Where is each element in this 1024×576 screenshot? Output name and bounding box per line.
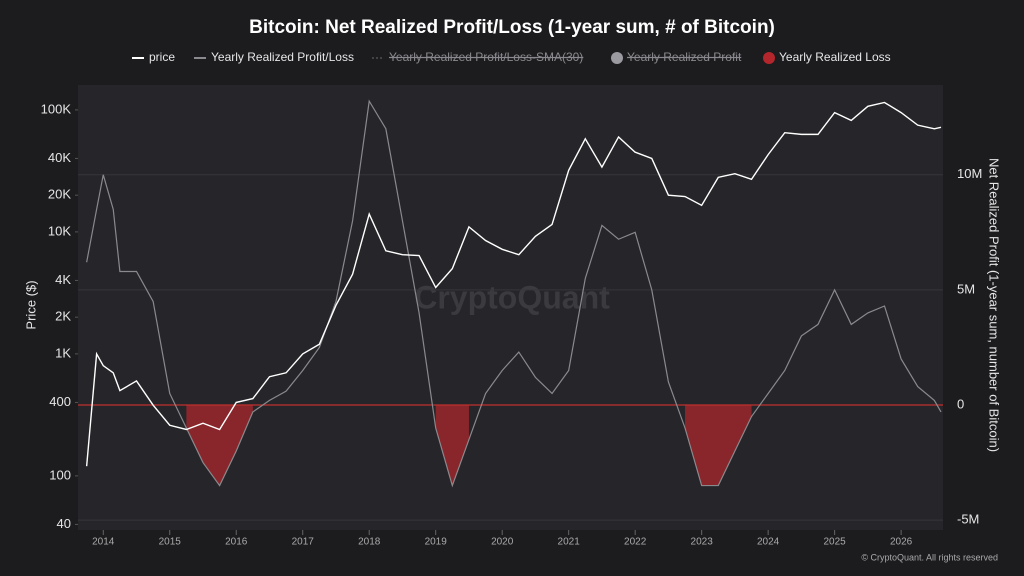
y-tick-label: 10K <box>48 223 71 238</box>
y2-tick-label: 5M <box>957 281 975 296</box>
y-axis-label: Price ($) <box>23 280 38 329</box>
y-tick-label: 2K <box>55 309 71 324</box>
x-tick-label: 2023 <box>691 537 714 548</box>
x-tick-label: 2017 <box>292 537 315 548</box>
footer: © CryptoQuant. All rights reserved <box>861 552 998 562</box>
legend-marker <box>611 52 623 64</box>
y-tick-label: 100 <box>49 467 71 482</box>
watermark: CryptoQuant <box>414 279 610 315</box>
loss-area <box>435 404 469 486</box>
legend-label: Yearly Realized Loss <box>779 50 891 64</box>
loss-area <box>186 404 253 486</box>
y-tick-label: 1K <box>55 345 71 360</box>
x-tick-label: 2024 <box>757 537 780 548</box>
legend-label: Yearly Realized Profit/Loss-SMA(30) <box>389 50 583 64</box>
y-tick-label: 20K <box>48 187 71 202</box>
x-tick-label: 2018 <box>358 537 381 548</box>
profit-loss-line <box>86 99 942 488</box>
y2-tick-label: -5M <box>957 512 979 527</box>
legend-marker <box>763 52 775 64</box>
x-tick-label: 2016 <box>225 537 248 548</box>
y2-tick-label: 0 <box>957 396 964 411</box>
x-tick-label: 2015 <box>159 537 182 548</box>
y-tick-label: 100K <box>41 101 72 116</box>
legend-label: Yearly Realized Profit <box>627 50 742 64</box>
x-tick-label: 2022 <box>624 537 647 548</box>
x-tick-label: 2014 <box>92 537 115 548</box>
x-tick-label: 2025 <box>824 537 847 548</box>
x-tick-label: 2019 <box>425 537 448 548</box>
y-tick-label: 40K <box>48 150 71 165</box>
chart-title: Bitcoin: Net Realized Profit/Loss (1-yea… <box>249 17 775 38</box>
y2-tick-label: 10M <box>957 166 982 181</box>
legend-label: price <box>149 50 175 64</box>
x-tick-label: 2026 <box>890 537 913 548</box>
x-tick-label: 2021 <box>558 537 581 548</box>
x-tick-label: 2020 <box>491 537 514 548</box>
legend-label: Yearly Realized Profit/Loss <box>211 50 354 64</box>
y-tick-label: 40 <box>57 516 71 531</box>
price-line <box>85 101 942 467</box>
y2-axis-label: Net Realized Profit (1-year sum, number … <box>987 158 1002 452</box>
y-tick-label: 400 <box>49 394 71 409</box>
y-tick-label: 4K <box>55 272 71 287</box>
loss-area <box>685 404 752 486</box>
